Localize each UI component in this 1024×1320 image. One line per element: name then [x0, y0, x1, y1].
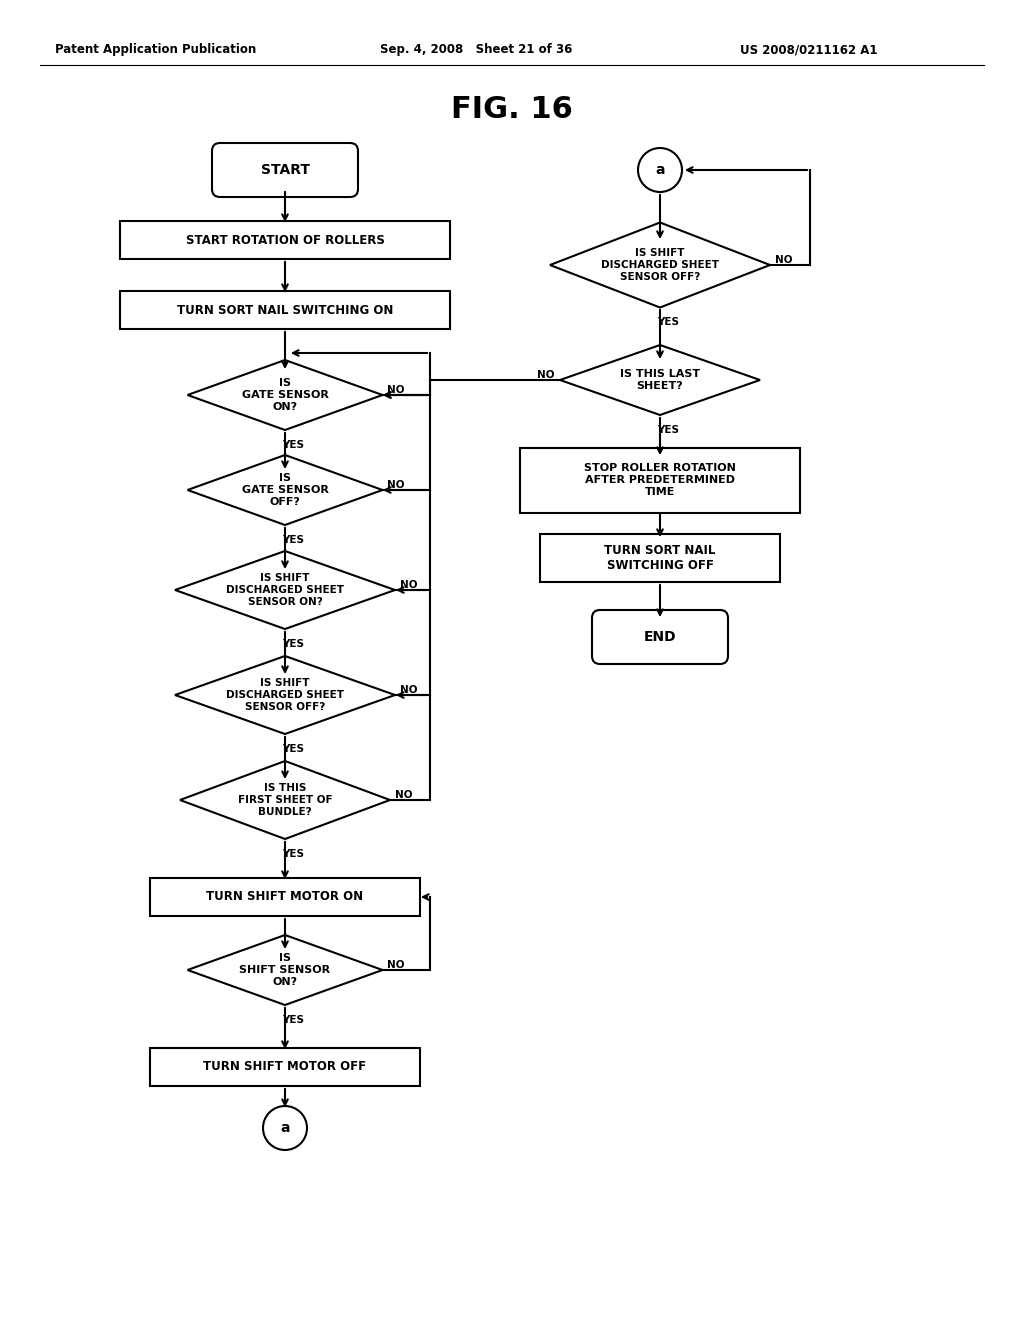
Text: NO: NO	[775, 255, 793, 265]
Text: TURN SORT NAIL
SWITCHING OFF: TURN SORT NAIL SWITCHING OFF	[604, 544, 716, 572]
FancyBboxPatch shape	[520, 447, 800, 512]
Text: NO: NO	[387, 960, 404, 970]
Text: IS
GATE SENSOR
ON?: IS GATE SENSOR ON?	[242, 379, 329, 412]
Text: IS THIS LAST
SHEET?: IS THIS LAST SHEET?	[620, 370, 700, 391]
Text: Sep. 4, 2008   Sheet 21 of 36: Sep. 4, 2008 Sheet 21 of 36	[380, 44, 572, 57]
Text: IS SHIFT
DISCHARGED SHEET
SENSOR OFF?: IS SHIFT DISCHARGED SHEET SENSOR OFF?	[226, 678, 344, 711]
Text: IS SHIFT
DISCHARGED SHEET
SENSOR ON?: IS SHIFT DISCHARGED SHEET SENSOR ON?	[226, 573, 344, 607]
Text: YES: YES	[657, 317, 679, 327]
Text: TURN SHIFT MOTOR ON: TURN SHIFT MOTOR ON	[207, 891, 364, 903]
Text: YES: YES	[282, 849, 304, 859]
Polygon shape	[175, 656, 395, 734]
Circle shape	[263, 1106, 307, 1150]
Polygon shape	[187, 935, 383, 1005]
Text: START: START	[260, 162, 309, 177]
Polygon shape	[187, 360, 383, 430]
Text: END: END	[644, 630, 676, 644]
Text: IS THIS
FIRST SHEET OF
BUNDLE?: IS THIS FIRST SHEET OF BUNDLE?	[238, 783, 333, 817]
Text: IS SHIFT
DISCHARGED SHEET
SENSOR OFF?: IS SHIFT DISCHARGED SHEET SENSOR OFF?	[601, 248, 719, 281]
Text: NO: NO	[387, 385, 404, 395]
Text: NO: NO	[395, 789, 413, 800]
Circle shape	[638, 148, 682, 191]
Text: TURN SHIFT MOTOR OFF: TURN SHIFT MOTOR OFF	[204, 1060, 367, 1073]
FancyBboxPatch shape	[212, 143, 358, 197]
Polygon shape	[550, 223, 770, 308]
Text: IS
GATE SENSOR
OFF?: IS GATE SENSOR OFF?	[242, 474, 329, 507]
FancyBboxPatch shape	[150, 1048, 420, 1086]
Text: TURN SORT NAIL SWITCHING ON: TURN SORT NAIL SWITCHING ON	[177, 304, 393, 317]
FancyBboxPatch shape	[540, 535, 780, 582]
Text: NO: NO	[387, 480, 404, 490]
FancyBboxPatch shape	[592, 610, 728, 664]
Text: YES: YES	[282, 440, 304, 450]
FancyBboxPatch shape	[150, 878, 420, 916]
FancyBboxPatch shape	[120, 220, 450, 259]
Text: a: a	[655, 162, 665, 177]
Text: Patent Application Publication: Patent Application Publication	[55, 44, 256, 57]
Text: a: a	[281, 1121, 290, 1135]
Polygon shape	[175, 550, 395, 630]
Text: YES: YES	[657, 425, 679, 436]
Text: START ROTATION OF ROLLERS: START ROTATION OF ROLLERS	[185, 234, 384, 247]
Text: US 2008/0211162 A1: US 2008/0211162 A1	[740, 44, 878, 57]
Text: NO: NO	[538, 370, 555, 380]
Text: NO: NO	[400, 685, 418, 696]
Polygon shape	[560, 345, 760, 414]
Text: YES: YES	[282, 639, 304, 649]
Text: YES: YES	[282, 535, 304, 545]
Text: YES: YES	[282, 744, 304, 754]
Polygon shape	[187, 455, 383, 525]
Text: NO: NO	[400, 579, 418, 590]
FancyBboxPatch shape	[120, 290, 450, 329]
Text: IS
SHIFT SENSOR
ON?: IS SHIFT SENSOR ON?	[240, 953, 331, 986]
Polygon shape	[180, 762, 390, 840]
Text: STOP ROLLER ROTATION
AFTER PREDETERMINED
TIME: STOP ROLLER ROTATION AFTER PREDETERMINED…	[584, 463, 736, 496]
Text: YES: YES	[282, 1015, 304, 1026]
Text: FIG. 16: FIG. 16	[451, 95, 573, 124]
